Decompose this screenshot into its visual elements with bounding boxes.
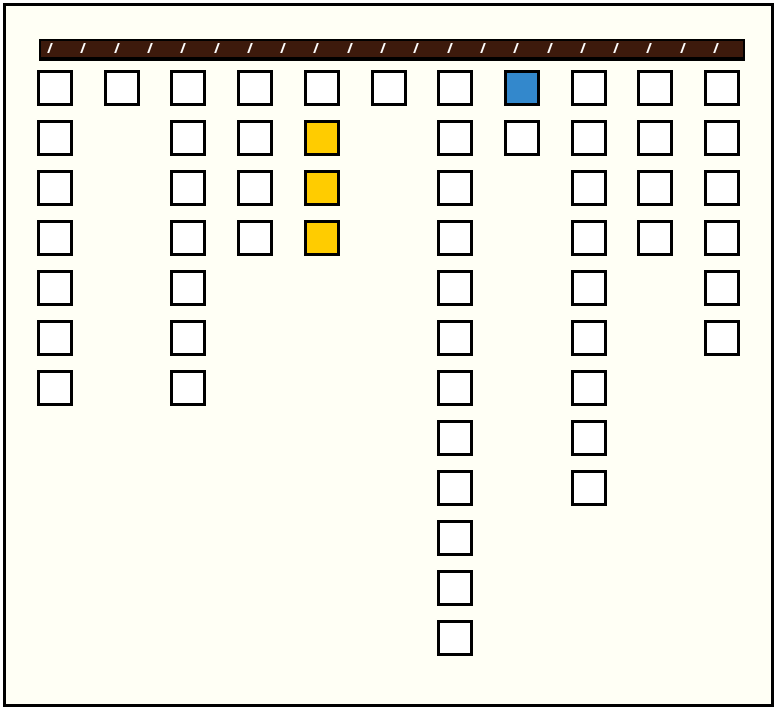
cell-empty-c7-r1[interactable] bbox=[437, 70, 474, 106]
cell-empty-c8-r2[interactable] bbox=[503, 120, 540, 156]
cell-empty-c7-r10[interactable] bbox=[437, 520, 474, 556]
rail-mark bbox=[646, 43, 653, 53]
rail-mark bbox=[713, 43, 719, 53]
cell-empty-c4-r1[interactable] bbox=[237, 70, 274, 106]
cell-empty-c7-r7[interactable] bbox=[437, 370, 474, 406]
cell-empty-c7-r11[interactable] bbox=[437, 570, 474, 606]
rail-mark bbox=[380, 43, 386, 53]
cell-empty-c1-r2[interactable] bbox=[37, 120, 73, 156]
cell-yellow-c5-r3[interactable] bbox=[303, 170, 340, 206]
cell-empty-c2-r1[interactable] bbox=[103, 70, 140, 106]
cell-empty-c9-r2[interactable] bbox=[570, 120, 607, 156]
cell-empty-c9-r5[interactable] bbox=[570, 270, 607, 306]
cell-empty-c11-r2[interactable] bbox=[704, 120, 740, 156]
rail-mark bbox=[579, 43, 586, 53]
cell-empty-c5-r1[interactable] bbox=[303, 70, 340, 106]
cell-empty-c1-r5[interactable] bbox=[37, 270, 73, 306]
rail-mark bbox=[613, 43, 619, 53]
cell-empty-c3-r1[interactable] bbox=[170, 70, 207, 106]
cell-empty-c1-r1[interactable] bbox=[37, 70, 73, 106]
cell-empty-c10-r4[interactable] bbox=[637, 220, 674, 256]
cell-empty-c7-r2[interactable] bbox=[437, 120, 474, 156]
cell-empty-c11-r4[interactable] bbox=[704, 220, 740, 256]
cell-empty-c10-r3[interactable] bbox=[637, 170, 674, 206]
cell-empty-c7-r12[interactable] bbox=[437, 620, 474, 656]
game-board bbox=[3, 3, 774, 707]
rail-mark bbox=[80, 43, 87, 53]
cell-empty-c7-r6[interactable] bbox=[437, 320, 474, 356]
cell-empty-c9-r3[interactable] bbox=[570, 170, 607, 206]
cell-empty-c9-r9[interactable] bbox=[570, 470, 607, 506]
cell-empty-c3-r2[interactable] bbox=[170, 120, 207, 156]
cell-empty-c11-r3[interactable] bbox=[704, 170, 740, 206]
cell-empty-c9-r6[interactable] bbox=[570, 320, 607, 356]
cell-empty-c10-r2[interactable] bbox=[637, 120, 674, 156]
rail-mark bbox=[213, 43, 220, 53]
rail-mark bbox=[113, 43, 120, 53]
rail-mark bbox=[446, 43, 453, 53]
cell-empty-c11-r5[interactable] bbox=[704, 270, 740, 306]
rail-mark bbox=[47, 43, 53, 53]
rail-mark bbox=[546, 43, 553, 53]
cell-empty-c10-r1[interactable] bbox=[637, 70, 674, 106]
cell-empty-c1-r3[interactable] bbox=[37, 170, 73, 206]
cell-empty-c7-r9[interactable] bbox=[437, 470, 474, 506]
cell-empty-c3-r3[interactable] bbox=[170, 170, 207, 206]
rail-mark bbox=[679, 43, 686, 53]
cell-yellow-c5-r2[interactable] bbox=[303, 120, 340, 156]
cell-empty-c1-r4[interactable] bbox=[37, 220, 73, 256]
rail-mark bbox=[413, 43, 420, 53]
cell-empty-c1-r6[interactable] bbox=[37, 320, 73, 356]
top-rail bbox=[39, 39, 745, 61]
cell-empty-c4-r3[interactable] bbox=[237, 170, 274, 206]
cell-empty-c11-r6[interactable] bbox=[704, 320, 740, 356]
cell-yellow-c5-r4[interactable] bbox=[303, 220, 340, 256]
cell-empty-c3-r7[interactable] bbox=[170, 370, 207, 406]
cell-empty-c4-r2[interactable] bbox=[237, 120, 274, 156]
rail-mark bbox=[346, 43, 353, 53]
cell-empty-c7-r4[interactable] bbox=[437, 220, 474, 256]
rail-mark bbox=[480, 43, 486, 53]
rail-mark bbox=[147, 43, 153, 53]
rail-mark bbox=[280, 43, 286, 53]
rail-mark bbox=[246, 43, 253, 53]
cell-blue-c8-r1[interactable] bbox=[503, 70, 540, 106]
cell-empty-c7-r8[interactable] bbox=[437, 420, 474, 456]
cell-empty-c9-r1[interactable] bbox=[570, 70, 607, 106]
cell-empty-c3-r6[interactable] bbox=[170, 320, 207, 356]
cell-empty-c7-r5[interactable] bbox=[437, 270, 474, 306]
cell-empty-c6-r1[interactable] bbox=[370, 70, 407, 106]
cell-empty-c9-r8[interactable] bbox=[570, 420, 607, 456]
rail-mark bbox=[180, 43, 187, 53]
cell-empty-c9-r4[interactable] bbox=[570, 220, 607, 256]
cell-empty-c3-r5[interactable] bbox=[170, 270, 207, 306]
cell-empty-c9-r7[interactable] bbox=[570, 370, 607, 406]
rail-mark bbox=[313, 43, 320, 53]
cell-empty-c3-r4[interactable] bbox=[170, 220, 207, 256]
rail-mark bbox=[513, 43, 520, 53]
cell-empty-c4-r4[interactable] bbox=[237, 220, 274, 256]
cell-empty-c7-r3[interactable] bbox=[437, 170, 474, 206]
cell-empty-c11-r1[interactable] bbox=[704, 70, 740, 106]
cell-empty-c1-r7[interactable] bbox=[37, 370, 73, 406]
